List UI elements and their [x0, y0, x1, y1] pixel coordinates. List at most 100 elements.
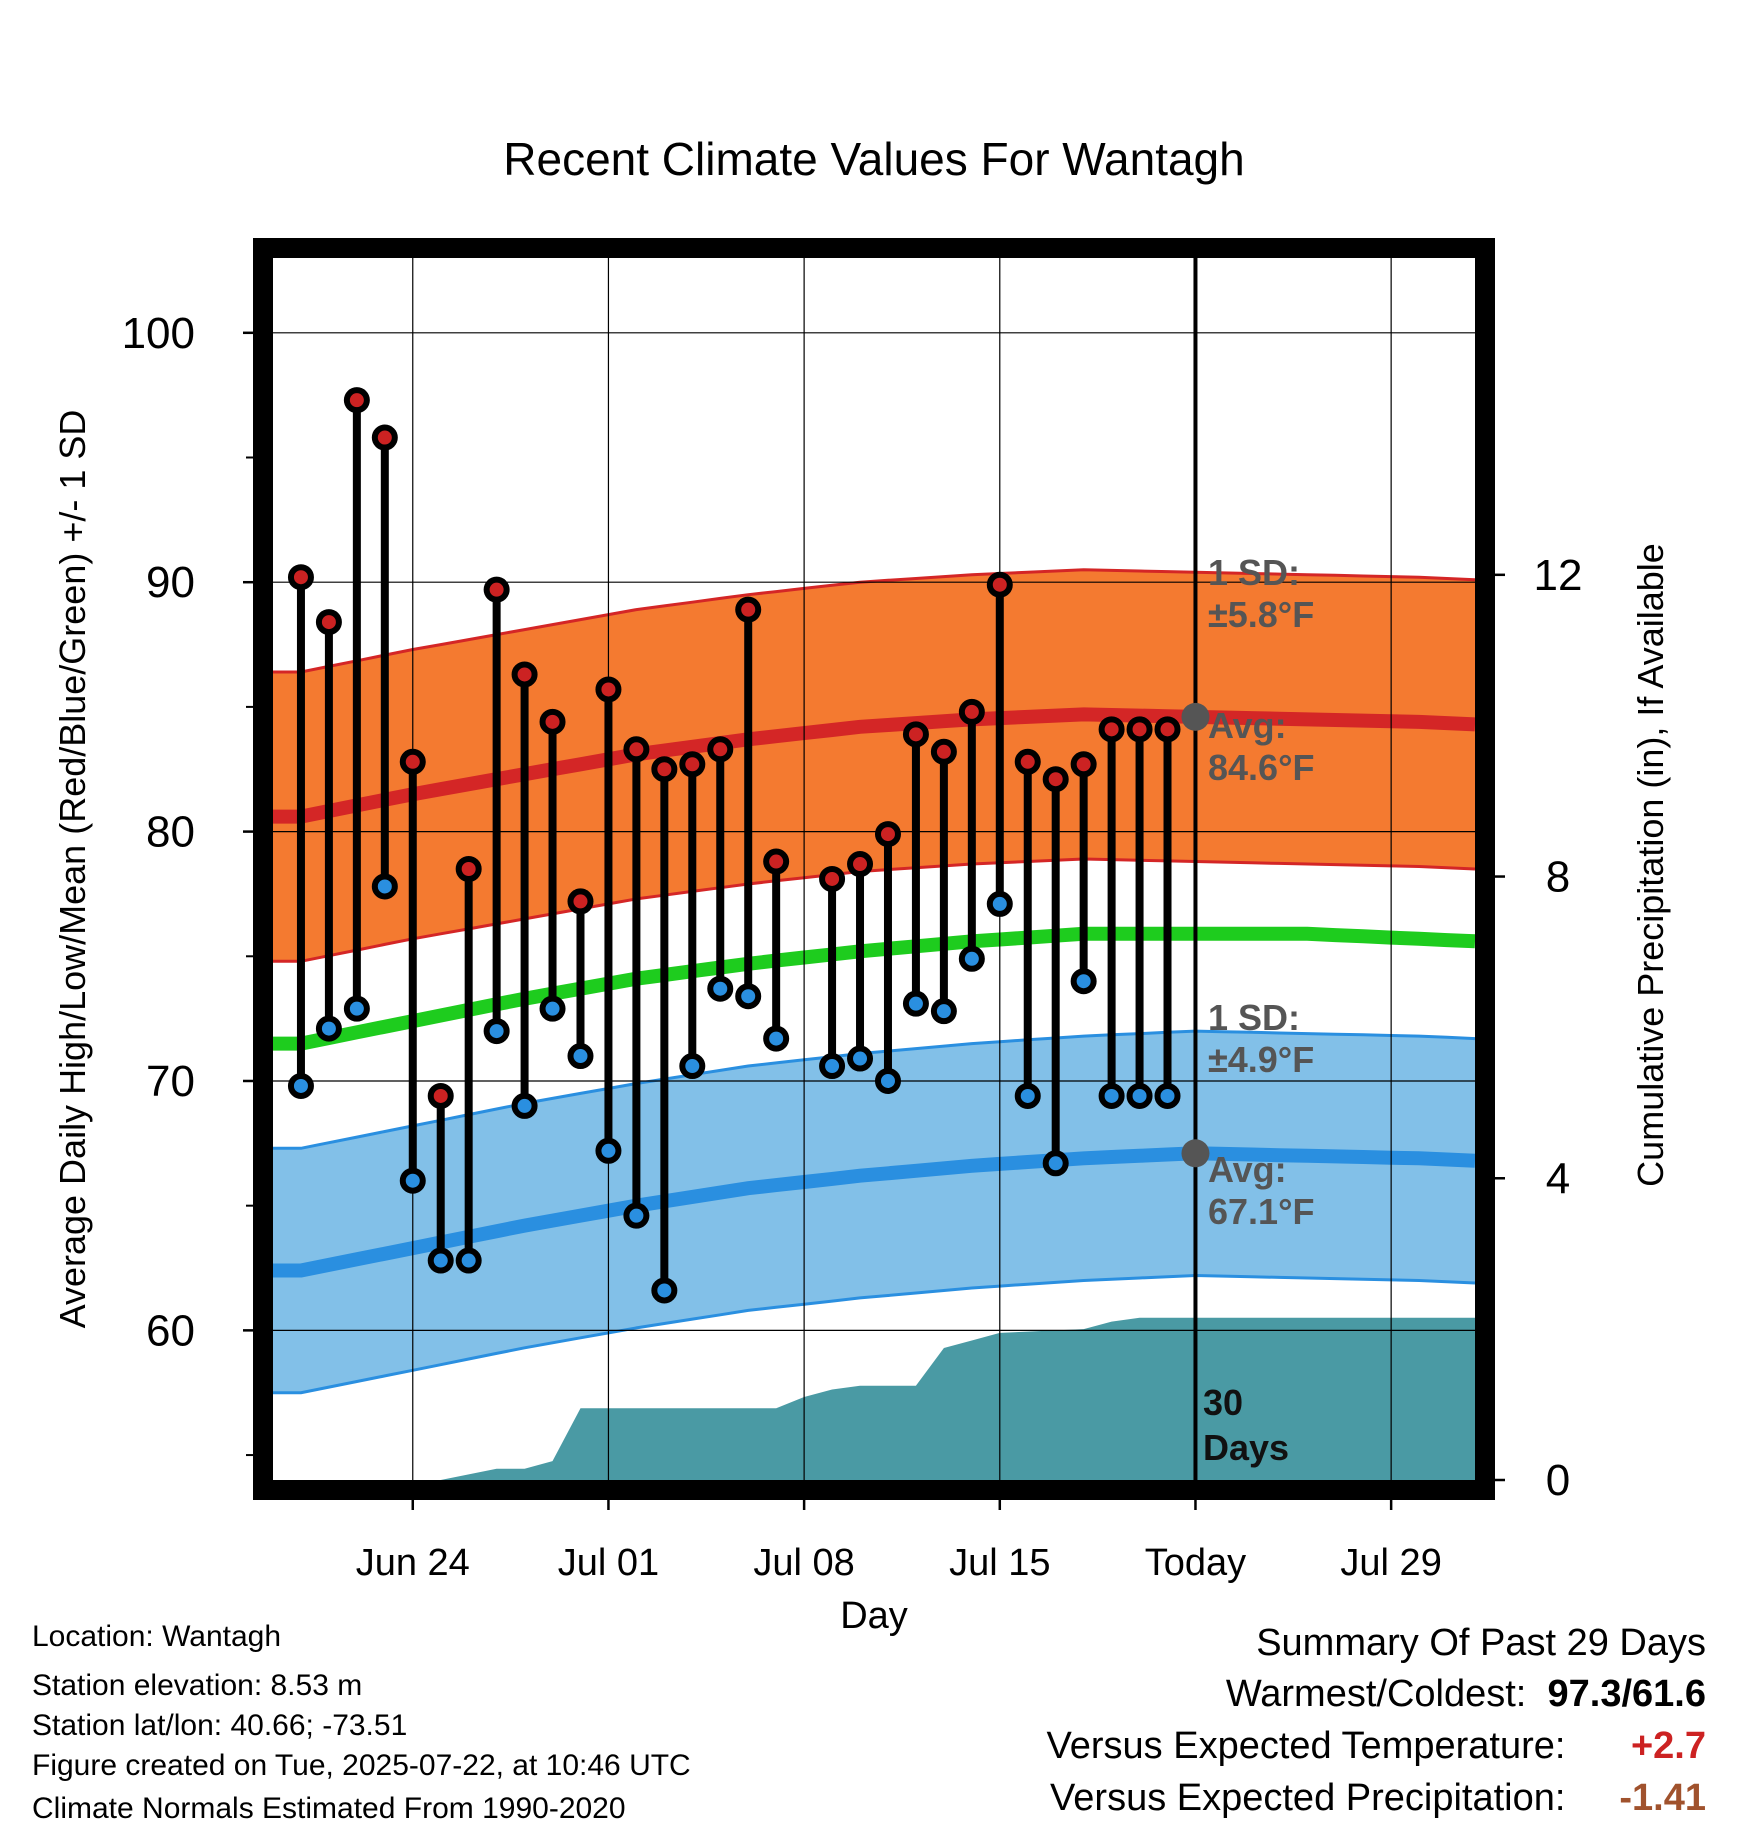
daily-high-point — [315, 609, 342, 636]
daily-low-point — [930, 998, 957, 1025]
high-sd-band — [273, 569, 1475, 962]
daily-low-point — [483, 1018, 510, 1045]
low-sd-lower-edge — [273, 1273, 1476, 1395]
daily-high-point — [343, 387, 370, 414]
temp-label: Versus Expected Temperature: — [1046, 1725, 1566, 1767]
daily-high-point — [707, 736, 734, 763]
daily-low-point — [679, 1053, 706, 1080]
y-tick-label: 70 — [146, 1057, 195, 1106]
coldest-value: 61.6 — [1632, 1673, 1706, 1715]
info-created: Figure created on Tue, 2025-07-22, at 10… — [32, 1749, 691, 1782]
daily-high-point — [958, 698, 985, 725]
daily-high-point — [874, 821, 901, 848]
daily-low-point — [567, 1043, 594, 1070]
precip-period-number: 30 — [1203, 1382, 1243, 1423]
summary-precipitation: Versus Expected Precipitation: -1.41 — [1050, 1777, 1706, 1820]
daily-high-point — [819, 865, 846, 892]
daily-high-point — [679, 751, 706, 778]
info-location: Location: Wantagh — [32, 1620, 282, 1653]
daily-low-point — [763, 1025, 790, 1052]
daily-high-point — [623, 736, 650, 763]
info-elevation: Station elevation: 8.53 m — [32, 1669, 363, 1702]
daily-low-point — [1098, 1082, 1125, 1109]
daily-high-point — [1042, 766, 1069, 793]
daily-low-point — [1126, 1082, 1153, 1109]
warmest-value: 97.3 — [1547, 1673, 1622, 1715]
low-sd-label: 1 SD: — [1208, 997, 1300, 1038]
high-average-line — [273, 707, 1476, 824]
daily-low-point — [595, 1137, 622, 1164]
daily-high-low-sticks — [296, 400, 1172, 1291]
plot-frame — [253, 238, 1495, 1500]
low-avg-label: Avg: — [1208, 1149, 1287, 1190]
daily-high-point — [1126, 716, 1153, 743]
annotations: 1 SD: ±5.8°F Avg: 84.6°F 1 SD: ±4.9°F Av… — [1203, 552, 1314, 1468]
daily-high-point — [986, 571, 1013, 598]
precip-label: Versus Expected Precipitation: — [1050, 1777, 1566, 1819]
daily-low-point — [623, 1202, 650, 1229]
daily-low-point — [1014, 1082, 1041, 1109]
y2-tick-label: 8 — [1546, 853, 1570, 902]
daily-low-point — [427, 1247, 454, 1274]
high-avg-label: Avg: — [1208, 705, 1287, 746]
high-sd-label: 1 SD: — [1208, 552, 1300, 593]
daily-high-point — [735, 596, 762, 623]
daily-low-point — [958, 945, 985, 972]
summary-warmest-coldest: Warmest/Coldest: 97.3/61.6 — [1226, 1673, 1706, 1716]
info-latlon: Station lat/lon: 40.66; -73.51 — [32, 1709, 408, 1742]
y2-tick-label: 0 — [1546, 1456, 1570, 1505]
daily-low-point — [539, 995, 566, 1022]
x-tick-label: Jun 24 — [356, 1542, 470, 1584]
info-normals: Climate Normals Estimated From 1990-2020 — [32, 1792, 626, 1825]
mean-average-line — [273, 926, 1476, 1051]
daily-high-point — [371, 424, 398, 451]
x-tick-label: Jul 29 — [1340, 1542, 1441, 1584]
daily-high-point — [455, 856, 482, 882]
daily-high-point — [595, 676, 622, 703]
daily-high-point — [1098, 716, 1125, 743]
warmcold-separator: / — [1621, 1673, 1633, 1715]
daily-high-point — [902, 721, 929, 748]
daily-low-point — [287, 1072, 314, 1099]
daily-low-point — [343, 995, 370, 1022]
y-tick-label: 80 — [146, 808, 195, 857]
high-sd-lower-edge — [273, 857, 1476, 963]
daily-high-point — [1154, 716, 1181, 743]
today-high-average-marker — [1181, 702, 1210, 731]
daily-high-point — [847, 851, 874, 878]
x-axis-label: Day — [840, 1595, 908, 1637]
x-tick-label: Jul 08 — [753, 1542, 854, 1584]
precipitation-fill — [412, 1317, 1475, 1480]
warmcold-label: Warmest/Coldest: — [1225, 1673, 1527, 1715]
daily-low-point — [735, 983, 762, 1010]
daily-low-point — [651, 1277, 678, 1304]
daily-low-point — [511, 1092, 538, 1119]
daily-high-point — [763, 848, 790, 875]
daily-low-point — [455, 1247, 482, 1274]
y2-tick-label: 12 — [1534, 551, 1583, 600]
daily-high-point — [399, 748, 426, 775]
low-sd-upper-edge — [273, 1029, 1476, 1150]
y2-axis-label: Cumulative Precipitation (in), If Availa… — [1630, 543, 1671, 1187]
high-sd-value: ±5.8°F — [1208, 594, 1314, 635]
daily-low-point — [902, 990, 929, 1017]
today-low-average-marker — [1181, 1139, 1210, 1168]
daily-low-point — [707, 975, 734, 1002]
x-tick-label: Jul 01 — [558, 1542, 659, 1584]
daily-low-point — [399, 1167, 426, 1194]
y2-tick-label: 4 — [1546, 1154, 1570, 1203]
normal-bands — [273, 568, 1476, 1395]
precipitation-area — [412, 1317, 1475, 1480]
x-tick-label: Today — [1145, 1542, 1246, 1584]
daily-low-point — [847, 1045, 874, 1072]
low-average-line — [273, 1146, 1476, 1278]
daily-high-point — [539, 708, 566, 735]
daily-high-point — [1014, 748, 1041, 775]
daily-high-point — [567, 888, 594, 915]
daily-high-point — [930, 738, 957, 765]
daily-high-point — [1070, 751, 1097, 778]
daily-high-point — [511, 661, 538, 688]
y-tick-label: 90 — [146, 558, 195, 607]
daily-high-point — [427, 1082, 454, 1109]
